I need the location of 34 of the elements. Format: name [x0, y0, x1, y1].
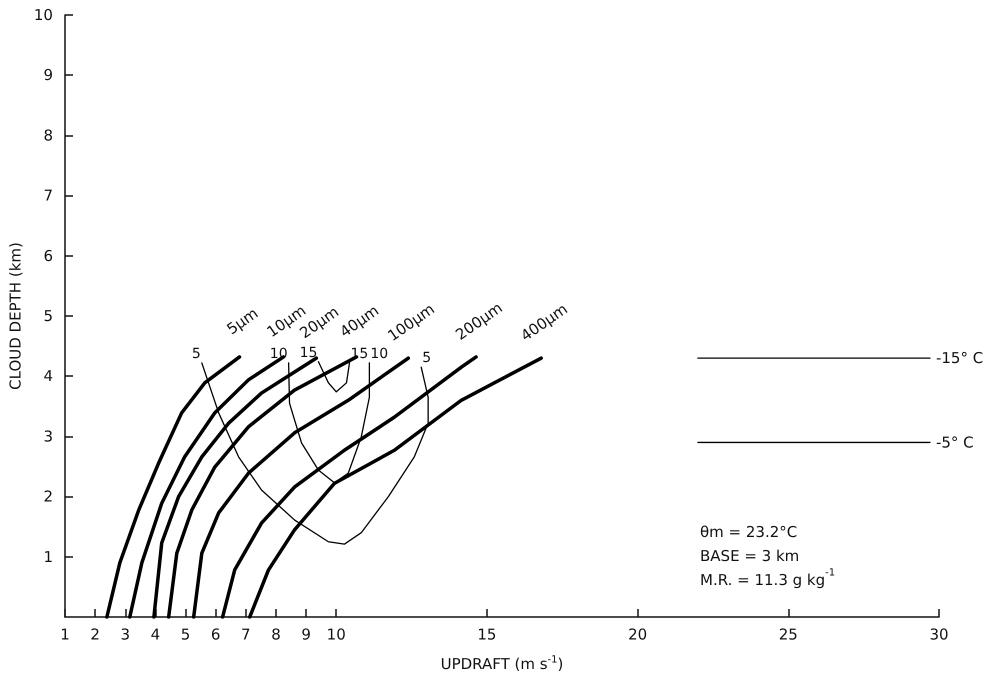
annotation: BASE = 3 km	[700, 547, 800, 565]
text: 5μm	[223, 304, 262, 338]
annotation: θm = 23.2°C	[700, 523, 798, 541]
x-tick-label: 3	[120, 626, 130, 644]
x-tick-label: 20	[628, 626, 648, 644]
series-label: -5° C	[936, 433, 974, 452]
text: 5	[422, 350, 432, 366]
y-tick-label: 9	[43, 66, 53, 84]
y-axis-title: CLOUD DEPTH (km)	[6, 242, 24, 390]
y-tick-label: 2	[43, 488, 53, 506]
x-tick-label: 2	[90, 626, 100, 644]
y-tick-label: 8	[43, 126, 53, 144]
y-tick-label: 7	[43, 186, 53, 205]
x-tick-label: 5	[180, 626, 190, 644]
x-tick-label: 6	[210, 626, 220, 644]
y-tick-label: 1	[43, 548, 53, 566]
x-tick-label: 25	[778, 626, 798, 644]
x-tick-label: 1	[60, 626, 70, 644]
x-tick-label: 10	[326, 626, 346, 644]
x-tick-label: 30	[929, 626, 949, 644]
y-tick-label: 4	[43, 367, 53, 386]
y-tick-label: 5	[43, 307, 53, 325]
text: 10	[370, 346, 388, 362]
series-label: -15° C	[936, 349, 984, 368]
series-label: 15	[300, 344, 318, 361]
y-tick-label: 6	[43, 246, 53, 265]
y-tick-label: 10	[34, 6, 53, 24]
x-tick-label: 8	[271, 626, 281, 644]
x-tick-label: 9	[301, 626, 311, 644]
x-tick-label: 4	[150, 626, 160, 644]
y-tick-label: 3	[43, 427, 53, 446]
x-tick-label: 15	[477, 626, 496, 644]
x-tick-label: 7	[241, 626, 251, 644]
series-label: 5	[192, 346, 201, 362]
